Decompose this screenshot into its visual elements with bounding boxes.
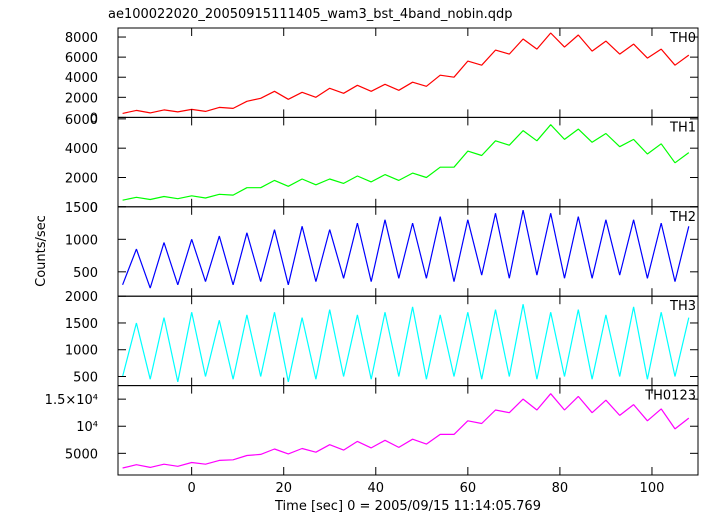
data-line	[122, 393, 690, 469]
x-tick-label: 100	[640, 481, 665, 496]
x-tick-label: 60	[460, 481, 477, 496]
panel-label: TH3	[669, 299, 696, 314]
y-tick-label: 4000	[65, 71, 98, 86]
data-line	[122, 124, 690, 201]
y-tick-label: 500	[73, 370, 98, 385]
x-tick-label: 20	[275, 481, 292, 496]
panel-label: TH1	[669, 120, 696, 135]
y-tick-label: 0	[90, 201, 98, 216]
panel-frame	[117, 27, 699, 118]
y-tick-label: 2000	[65, 91, 98, 106]
y-tick-label: 2000	[65, 171, 98, 186]
x-tick-label: 40	[368, 481, 385, 496]
panel-label: TH2	[669, 210, 696, 225]
y-tick-label: 10⁴	[76, 420, 98, 435]
panel-label: TH0123	[644, 389, 696, 404]
data-line	[122, 209, 690, 289]
y-tick-label: 1000	[65, 344, 98, 359]
y-tick-label: 0	[90, 111, 98, 126]
y-tick-label: 1500	[65, 201, 98, 216]
y-tick-label: 6000	[65, 113, 98, 128]
panel-frame	[117, 206, 699, 297]
y-tick-label: 1.5×10⁴	[45, 393, 98, 408]
y-tick-label: 500	[73, 266, 98, 281]
y-tick-label: 1000	[65, 233, 98, 248]
panel-frame	[117, 116, 699, 208]
x-tick-label: 0	[188, 481, 196, 496]
panel-label: TH0	[669, 31, 696, 46]
data-line	[122, 32, 690, 114]
y-axis-label: Counts/sec	[34, 215, 49, 287]
y-tick-label: 1500	[65, 317, 98, 332]
x-tick-label: 80	[552, 481, 569, 496]
y-tick-label: 5000	[65, 447, 98, 462]
chart-title: ae100022020_20050915111405_wam3_bst_4ban…	[108, 7, 513, 22]
x-axis-label: Time [sec] 0 = 2005/09/15 11:14:05.769	[274, 499, 541, 514]
data-line	[122, 304, 690, 383]
y-tick-label: 6000	[65, 51, 98, 66]
panel-frame	[117, 385, 699, 476]
y-tick-label: 2000	[65, 290, 98, 305]
y-tick-label: 8000	[65, 31, 98, 46]
y-tick-label: 4000	[65, 142, 98, 157]
